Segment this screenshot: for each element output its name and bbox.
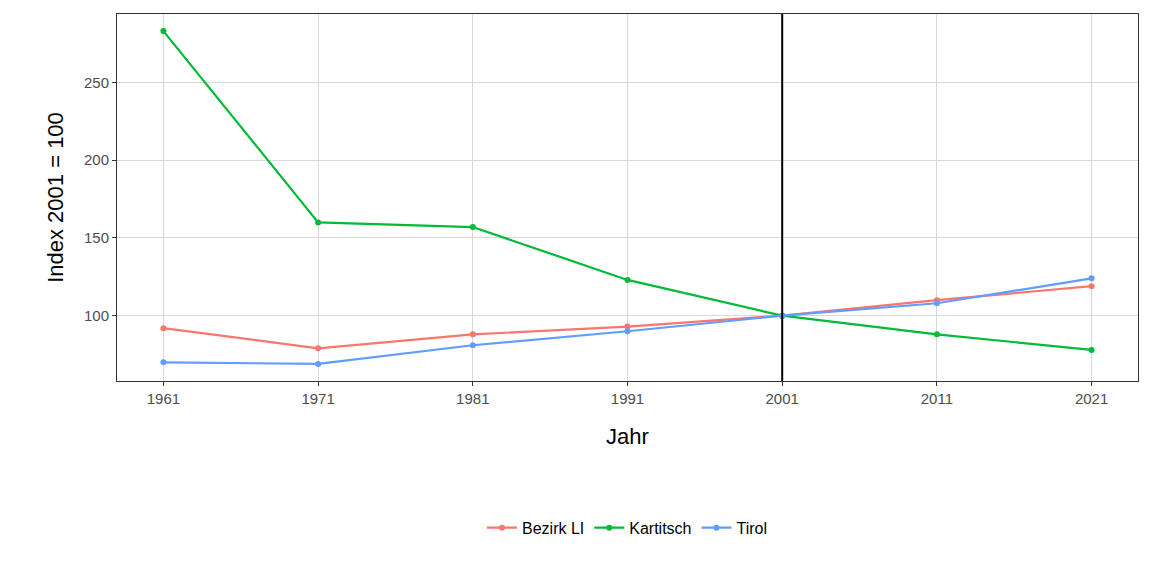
svg-text:1971: 1971 bbox=[301, 390, 334, 407]
svg-text:Index 2001 = 100: Index 2001 = 100 bbox=[43, 112, 68, 283]
svg-text:1991: 1991 bbox=[611, 390, 644, 407]
svg-text:2021: 2021 bbox=[1075, 390, 1108, 407]
svg-text:Kartitsch: Kartitsch bbox=[629, 520, 691, 537]
svg-text:1961: 1961 bbox=[147, 390, 180, 407]
svg-text:Tirol: Tirol bbox=[737, 520, 768, 537]
svg-text:Jahr: Jahr bbox=[606, 424, 649, 449]
svg-text:250: 250 bbox=[84, 74, 109, 91]
svg-text:Bezirk LI: Bezirk LI bbox=[522, 520, 584, 537]
svg-text:150: 150 bbox=[84, 229, 109, 246]
svg-text:200: 200 bbox=[84, 151, 109, 168]
svg-text:2001: 2001 bbox=[766, 390, 799, 407]
svg-text:100: 100 bbox=[84, 307, 109, 324]
svg-text:2011: 2011 bbox=[921, 390, 953, 407]
svg-text:1981: 1981 bbox=[456, 390, 489, 407]
